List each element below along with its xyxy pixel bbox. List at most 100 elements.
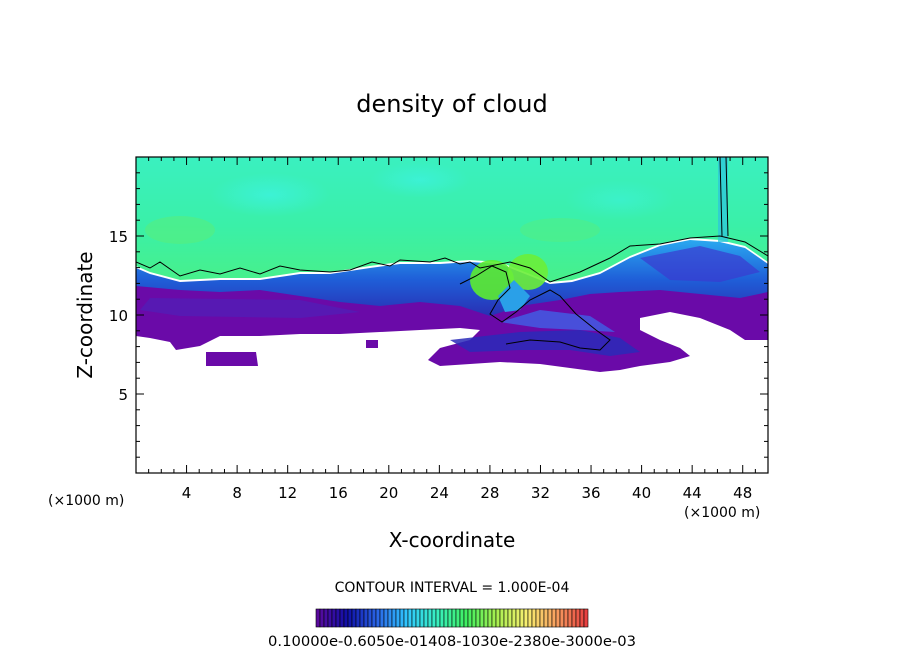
colorbar-cell — [355, 608, 361, 628]
colorbar-cell — [567, 608, 573, 628]
colorbar-cell — [479, 608, 485, 628]
colorbar-cell — [363, 608, 369, 628]
colorbar-cell — [347, 608, 353, 628]
colorbar-cell — [403, 608, 409, 628]
colorbar-cell — [343, 608, 349, 628]
colorbar-cell — [551, 608, 557, 628]
colorbar-cell — [335, 608, 341, 628]
colorbar-cell — [383, 608, 389, 628]
colorbar-cell — [327, 608, 333, 628]
heatmap-field — [136, 157, 768, 473]
colorbar-cell — [315, 608, 321, 628]
colorbar-cell — [559, 608, 565, 628]
colorbar-cell — [451, 608, 457, 628]
colorbar-cell — [407, 608, 413, 628]
contour-line-column — [719, 157, 729, 237]
colorbar-cell — [399, 608, 405, 628]
x-tick-label: 32 — [531, 484, 550, 502]
colorbar-cell — [395, 608, 401, 628]
chart-title: density of cloud — [356, 90, 547, 118]
colorbar-cell — [339, 608, 345, 628]
colorbar-cell — [351, 608, 357, 628]
x-tick-label: 40 — [632, 484, 651, 502]
colorbar-cell — [575, 608, 581, 628]
x-tick-label: 48 — [733, 484, 752, 502]
colorbar-cell — [447, 608, 453, 628]
contour-line-core — [459, 265, 611, 351]
colorbar-cell — [371, 608, 377, 628]
contour-interval-text: CONTOUR INTERVAL = 1.000E-04 — [335, 580, 570, 596]
y-axis-label: Z-coordinate — [73, 251, 97, 378]
x-tick-label: 20 — [379, 484, 398, 502]
x-tick-label: 16 — [329, 484, 348, 502]
y-tick-label: 10 — [109, 307, 128, 325]
colorbar-cell — [375, 608, 381, 628]
colorbar-cell — [563, 608, 569, 628]
x-tick-label: 36 — [581, 484, 600, 502]
x-unit-label-right: (×1000 m) — [684, 505, 760, 521]
y-tick-label: 5 — [118, 386, 128, 404]
colorbar-cell — [431, 608, 437, 628]
x-axis-label: X-coordinate — [389, 528, 516, 552]
colorbar-cell — [475, 608, 481, 628]
colorbar-cell — [507, 608, 513, 628]
colorbar-cell — [427, 608, 433, 628]
colorbar-cell — [471, 608, 477, 628]
heatmap-region-dense-core — [470, 260, 514, 300]
colorbar-cell — [411, 608, 417, 628]
x-tick-label: 4 — [182, 484, 192, 502]
colorbar-cell — [583, 608, 589, 628]
y-tick-label: 15 — [109, 228, 128, 246]
x-tick-label: 24 — [430, 484, 449, 502]
colorbar-cell — [419, 608, 425, 628]
colorbar-cell — [539, 608, 545, 628]
contour-line-upper — [136, 235, 768, 283]
colorbar-cell — [359, 608, 365, 628]
colorbar-cell — [499, 608, 505, 628]
colorbar-cell — [487, 608, 493, 628]
colorbar-cell — [459, 608, 465, 628]
colorbar-cell — [523, 608, 529, 628]
colorbar — [315, 608, 589, 628]
colorbar-cell — [443, 608, 449, 628]
x-unit-label-left: (×1000 m) — [48, 493, 124, 509]
colorbar-cell — [331, 608, 337, 628]
colorbar-cell — [579, 608, 585, 628]
colorbar-cell — [463, 608, 469, 628]
colorbar-cell — [323, 608, 329, 628]
colorbar-cell — [571, 608, 577, 628]
colorbar-cell — [519, 608, 525, 628]
x-tick-label: 44 — [683, 484, 702, 502]
colorbar-cell — [367, 608, 373, 628]
colorbar-cell — [531, 608, 537, 628]
x-tick-label: 28 — [480, 484, 499, 502]
colorbar-cell — [467, 608, 473, 628]
colorbar-cell — [503, 608, 509, 628]
colorbar-cell — [387, 608, 393, 628]
colorbar-cell — [439, 608, 445, 628]
colorbar-cell — [511, 608, 517, 628]
y-tick-labels: 5 10 15 — [109, 228, 128, 404]
x-tick-labels: 4 8 12 16 20 24 28 32 36 40 44 48 — [182, 484, 752, 502]
colorbar-cell — [515, 608, 521, 628]
colorbar-cell — [555, 608, 561, 628]
colorbar-cell — [415, 608, 421, 628]
colorbar-labels: 0.10000e-0.6050e-01408-1030e-2380e-3000e… — [268, 634, 636, 650]
axis-ticks — [136, 157, 768, 473]
colorbar-cell — [319, 608, 325, 628]
colorbar-cell — [543, 608, 549, 628]
x-tick-label: 12 — [278, 484, 297, 502]
colorbar-cell — [423, 608, 429, 628]
colorbar-cell — [527, 608, 533, 628]
colorbar-cell — [391, 608, 397, 628]
colorbar-cell — [495, 608, 501, 628]
colorbar-cell — [491, 608, 497, 628]
colorbar-cell — [435, 608, 441, 628]
colorbar-cell — [547, 608, 553, 628]
colorbar-cell — [483, 608, 489, 628]
x-tick-label: 8 — [232, 484, 242, 502]
colorbar-cell — [535, 608, 541, 628]
colorbar-cell — [455, 608, 461, 628]
colorbar-cell — [379, 608, 385, 628]
